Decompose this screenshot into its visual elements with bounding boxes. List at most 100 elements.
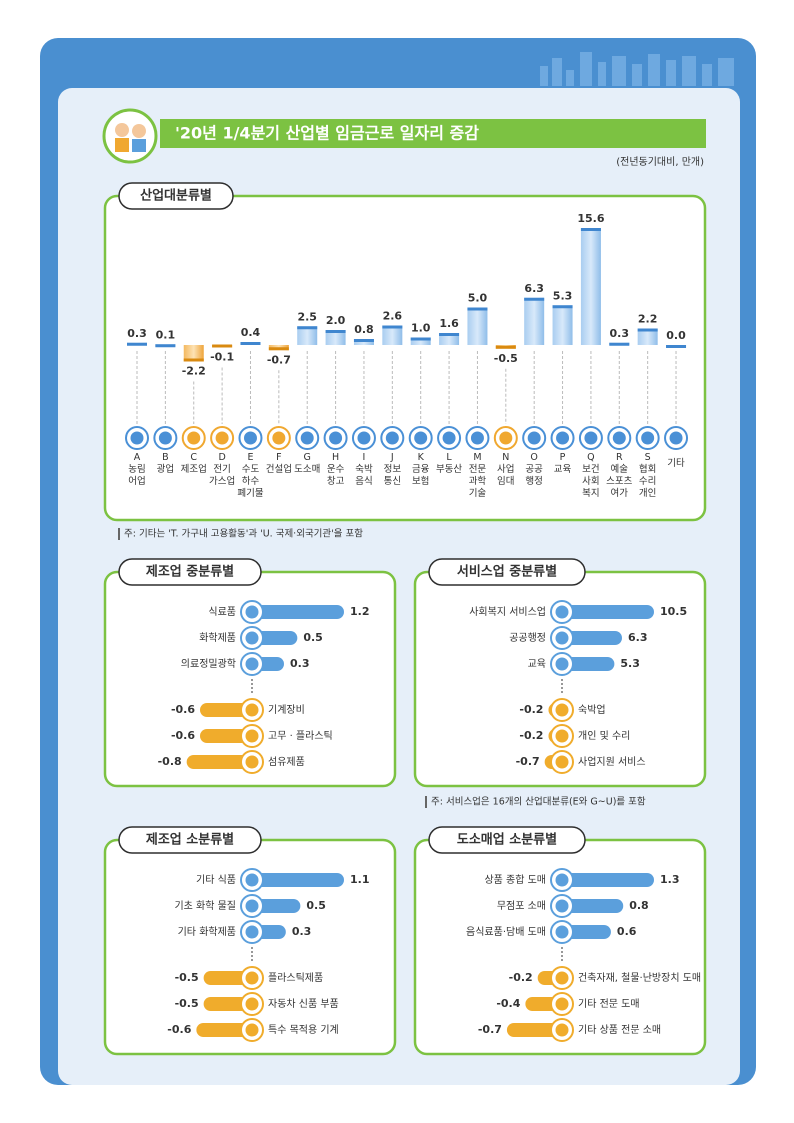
category-code: M: [473, 452, 482, 463]
bar-cap: [609, 342, 630, 346]
icon: [555, 657, 569, 671]
icon: [245, 997, 259, 1011]
icon: [555, 703, 569, 717]
value-label: 0.8: [354, 323, 374, 336]
category-label: 섬유제품: [268, 756, 305, 768]
panel-title: 산업대분류별: [140, 188, 212, 204]
bar-cap: [297, 326, 318, 330]
panel-title: 서비스업 중분류별: [457, 564, 557, 580]
category-code: I: [362, 452, 366, 463]
category-label: 상품 종합 도매: [484, 874, 546, 886]
value-label: 0.6: [617, 925, 637, 938]
note: 주: 서비스업은 16개의 산업대분류(E와 G~U)를 포함: [431, 796, 646, 808]
bar: [637, 328, 658, 345]
bar: [562, 899, 624, 913]
bar: [506, 1023, 562, 1037]
bar-cap: [183, 358, 204, 362]
bar-cap: [467, 307, 488, 311]
category-code: F: [276, 452, 282, 463]
category-code: E: [247, 452, 254, 463]
bar: [200, 703, 252, 717]
title-bar: [160, 119, 706, 148]
value-label: -0.1: [210, 351, 234, 364]
category-code: J: [390, 452, 394, 463]
category-code: A: [133, 452, 141, 463]
value-label: 0.3: [610, 327, 630, 340]
category-label: 정보 통신: [383, 464, 402, 487]
category-label: 운수 창고: [326, 464, 345, 487]
icon: [555, 1023, 569, 1037]
bar: [200, 729, 252, 743]
gap-dot: [251, 955, 253, 957]
value-label: -0.8: [158, 755, 182, 768]
icon: [555, 925, 569, 939]
category-label: 교육: [528, 658, 546, 670]
value-label: 6.3: [524, 282, 544, 295]
icon: [357, 431, 371, 445]
category-label: 사회복지 서비스업: [469, 605, 546, 618]
note-marker: [118, 528, 120, 540]
icon: [669, 431, 683, 445]
bar: [325, 330, 346, 345]
value-label: -0.2: [509, 971, 533, 984]
bar: [562, 873, 654, 887]
value-label: 1.3: [660, 873, 680, 886]
value-label: 1.0: [411, 322, 431, 335]
icon: [243, 431, 257, 445]
category-label: 기타: [667, 458, 685, 469]
category-code: S: [644, 452, 651, 463]
title-icon: [102, 108, 158, 164]
value-label: 5.3: [553, 289, 573, 302]
person-icon: [115, 138, 129, 152]
value-label: -0.2: [519, 703, 543, 716]
category-label: 플라스틱제품: [268, 972, 323, 984]
icon: [130, 431, 144, 445]
panel-tag: [428, 826, 586, 854]
unit-note: (전년동기대비, 만개): [616, 156, 704, 168]
category-label: 의료정밀광학: [181, 658, 236, 670]
value-label: 0.8: [629, 899, 649, 912]
category-label: 기타 전문 도매: [578, 998, 640, 1010]
icon: [245, 631, 259, 645]
note-marker: [425, 796, 427, 808]
bar-cap: [552, 305, 573, 309]
category-label: 기타 화학제품: [178, 926, 236, 938]
bar: [562, 925, 611, 939]
icon: [245, 703, 259, 717]
category-code: D: [218, 452, 226, 463]
gap-dot: [561, 959, 563, 961]
value-label: -0.6: [171, 729, 195, 742]
value-label: -0.6: [167, 1023, 191, 1036]
category-label: 협회 수리 개인: [638, 464, 657, 499]
icon: [245, 925, 259, 939]
icon: [555, 971, 569, 985]
gap-dot: [251, 691, 253, 693]
bar-cap: [127, 342, 147, 346]
value-label: 0.1: [156, 328, 176, 341]
bar-cap: [325, 330, 346, 333]
gap-dot: [251, 947, 253, 949]
panel-tag: [118, 826, 262, 854]
gap-dot: [561, 951, 563, 953]
category-label: 개인 및 수리: [578, 730, 630, 742]
category-label: 도소매: [294, 464, 321, 475]
bar: [467, 307, 488, 345]
value-label: -0.7: [516, 755, 540, 768]
bar-cap: [155, 344, 176, 348]
value-label: 5.3: [620, 657, 640, 670]
category-label: 특수 목적용 기계: [268, 1024, 339, 1036]
gap-dot: [561, 955, 563, 957]
value-label: 6.3: [628, 631, 648, 644]
category-label: 보건 사회 복지: [582, 464, 600, 499]
category-code: R: [615, 452, 623, 463]
bar: [252, 605, 344, 619]
bar: [252, 873, 344, 887]
category-label: 제조업: [180, 464, 207, 475]
bar: [252, 899, 301, 913]
panel-title: 제조업 중분류별: [146, 564, 234, 580]
person-icon: [132, 124, 146, 138]
category-label: 광업: [156, 464, 175, 475]
value-label: 0.3: [127, 327, 147, 340]
